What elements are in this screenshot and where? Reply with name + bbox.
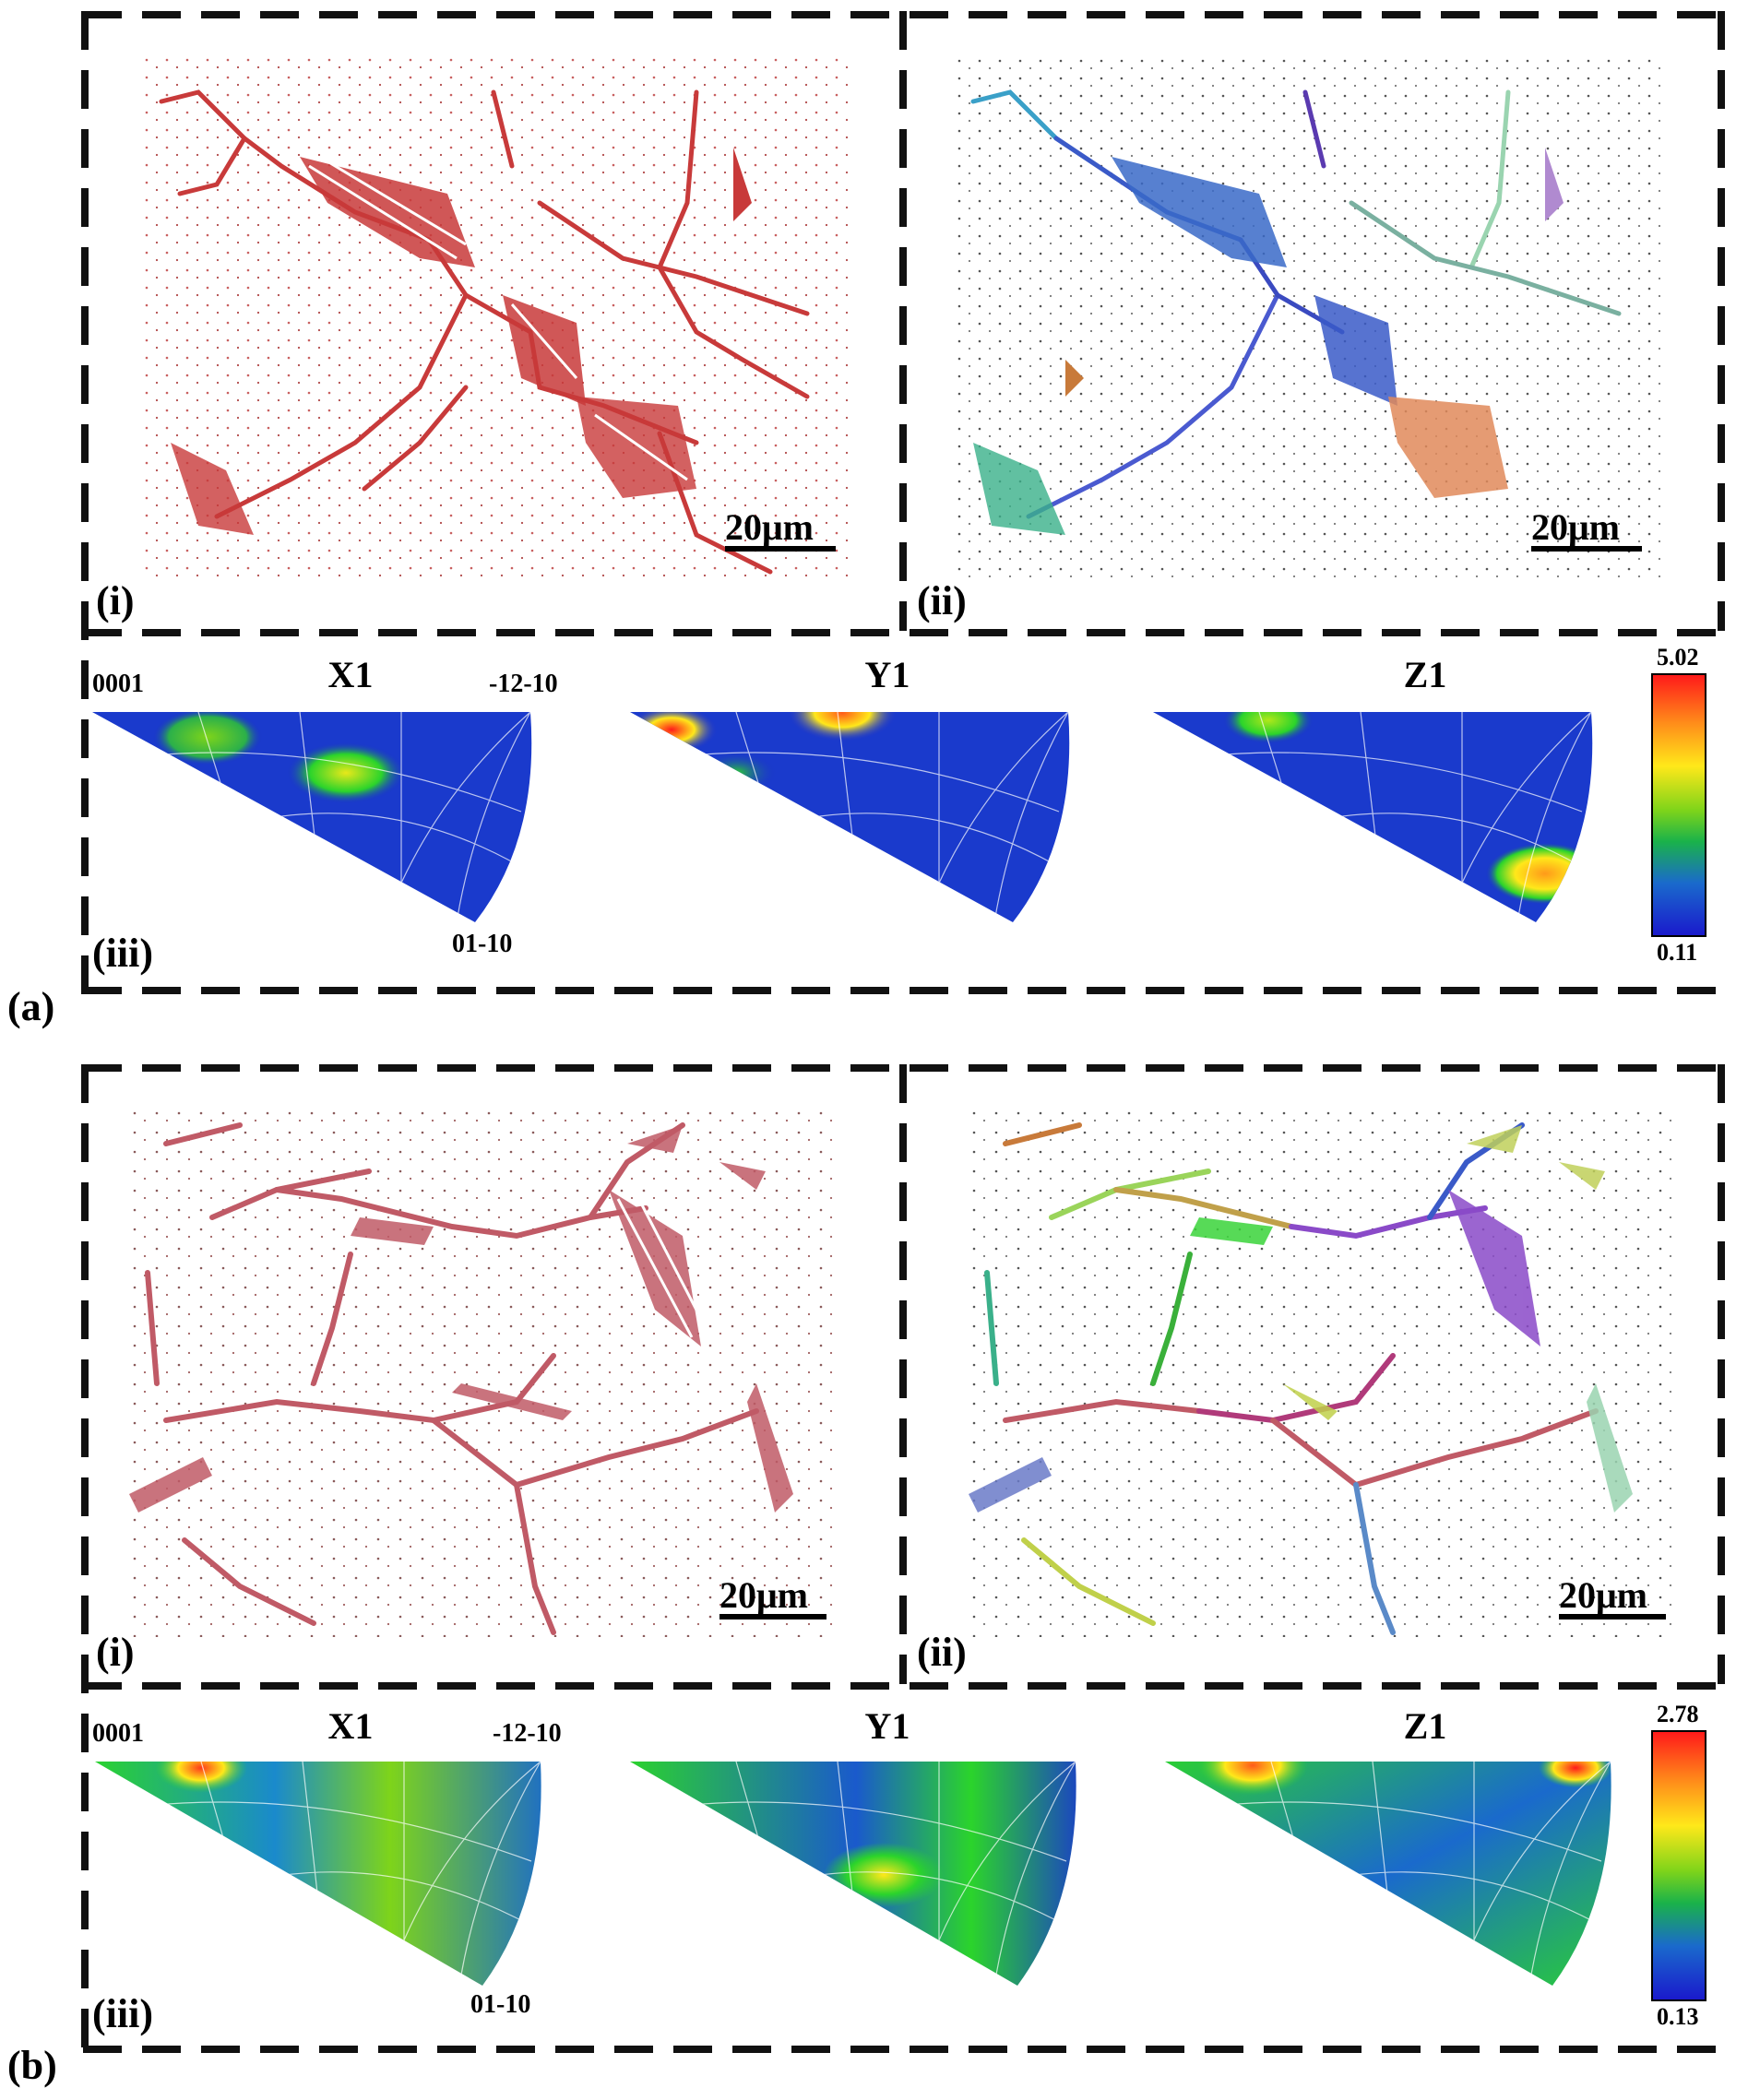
scale-bar	[1559, 1614, 1666, 1619]
subpanel-label: (iii)	[92, 931, 153, 976]
subpanel-label: (ii)	[917, 1630, 967, 1675]
ipf-title-z1: Z1	[1403, 654, 1447, 695]
frame-line	[83, 1682, 1725, 1690]
colorbar	[1651, 1730, 1706, 2001]
ipf-title-y1: Y1	[864, 654, 910, 695]
frame-line	[81, 1064, 89, 2053]
scale-bar	[1531, 546, 1642, 552]
scale-bar	[725, 546, 836, 552]
ipf-triangle-z1	[1165, 1762, 1611, 1986]
ipf-corner-01m10: 01-10	[452, 930, 513, 958]
scale-bar	[719, 1614, 826, 1619]
ipf-triangle-y1	[630, 1762, 1076, 1986]
frame-line	[83, 2046, 1725, 2053]
colorbar	[1651, 673, 1706, 937]
orientation-map-multicolor	[969, 1107, 1679, 1637]
colorbar-max: 5.02	[1657, 644, 1699, 670]
frame-line	[83, 987, 1725, 994]
scale-bar-label: 20μm	[719, 1574, 808, 1616]
subpanel-label: (iii)	[92, 1991, 153, 2036]
ipf-corner-0001: 0001	[92, 670, 144, 698]
subpanel-label: (i)	[96, 1630, 135, 1675]
ipf-title-y1: Y1	[864, 1705, 910, 1747]
ipf-corner-m12m10: -12-10	[493, 1719, 562, 1748]
frame-line	[1718, 1064, 1725, 1684]
frame-line	[81, 11, 89, 994]
panel-label-a: (a)	[7, 984, 55, 1029]
scale-bar-label: 20μm	[725, 506, 814, 548]
colorbar-min: 0.11	[1657, 939, 1698, 966]
panel-label-b: (b)	[7, 2043, 57, 2088]
scale-bar-label: 20μm	[1531, 506, 1620, 548]
ipf-triangle-z1	[1153, 712, 1593, 922]
phase-map-red	[129, 1107, 839, 1637]
subpanel-label: (i)	[96, 578, 135, 623]
frame-line	[899, 1064, 907, 1684]
ipf-triangle-y1	[630, 712, 1070, 922]
ipf-corner-m12m10: -12-10	[489, 670, 558, 698]
subpanel-label: (ii)	[917, 578, 967, 623]
colorbar-min: 0.13	[1657, 2003, 1699, 2030]
scale-bar-label: 20μm	[1559, 1574, 1647, 1616]
frame-line	[899, 11, 907, 631]
ipf-title-x1: X1	[327, 654, 374, 695]
frame-line	[83, 629, 1725, 636]
ipf-corner-01m10: 01-10	[470, 1990, 531, 2019]
phase-map-red	[143, 55, 849, 577]
ipf-title-x1: X1	[327, 1705, 374, 1747]
ipf-triangle-x1	[95, 1762, 541, 1986]
ipf-corner-0001: 0001	[92, 1719, 144, 1748]
colorbar-max: 2.78	[1657, 1701, 1699, 1727]
orientation-map-multicolor	[955, 55, 1660, 577]
ipf-title-z1: Z1	[1403, 1705, 1447, 1747]
ipf-triangle-x1	[92, 712, 532, 922]
frame-line	[1718, 11, 1725, 631]
